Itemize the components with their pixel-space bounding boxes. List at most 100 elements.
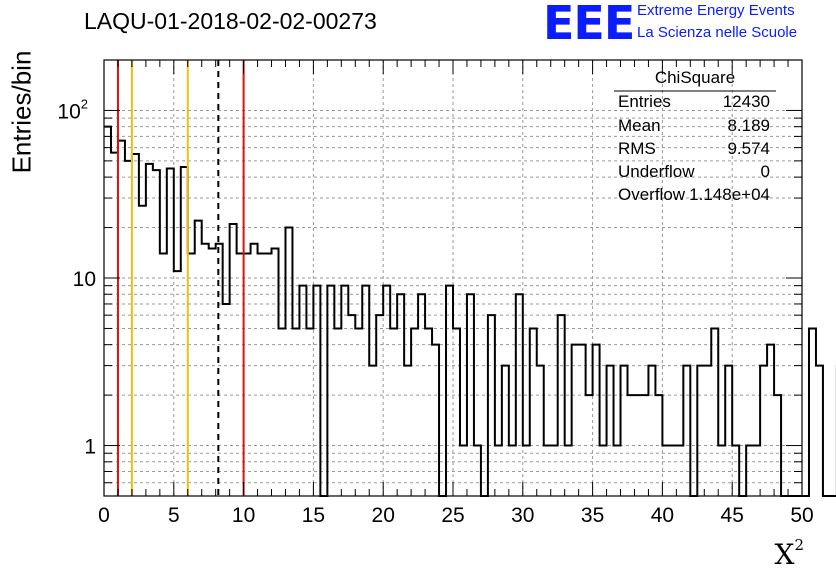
histogram-bin — [244, 254, 251, 496]
histogram-bin — [565, 446, 572, 496]
stats-value: 8.189 — [727, 116, 770, 135]
histogram-bin — [655, 395, 662, 496]
histogram-bin — [418, 294, 425, 496]
x-tick-label: 5 — [168, 504, 180, 527]
histogram-bin — [146, 164, 153, 496]
histogram-bin — [460, 446, 467, 496]
x-axis-label-superscript: 2 — [794, 536, 804, 554]
histogram-bin — [495, 446, 502, 496]
histogram-bin — [502, 366, 509, 496]
stats-title: ChiSquare — [654, 68, 736, 87]
histogram-bin — [718, 446, 725, 496]
histogram-bin — [523, 446, 530, 496]
x-tick-label: 30 — [511, 504, 534, 527]
histogram-bin — [265, 254, 272, 496]
x-tick-label: 35 — [581, 504, 604, 527]
histogram-bin — [537, 366, 544, 496]
x-tick-label: 20 — [372, 504, 395, 527]
x-tick-label: 50 — [790, 504, 813, 527]
histogram-bin — [118, 141, 125, 496]
stats-key: RMS — [618, 139, 656, 158]
histogram-bin — [809, 328, 816, 496]
histogram-bin — [621, 366, 628, 496]
histogram-bin — [509, 446, 516, 496]
histogram-bin — [160, 254, 167, 496]
histogram-bin — [662, 446, 669, 496]
y-axis-label: Entries/bin — [6, 50, 37, 174]
histogram-bin — [593, 345, 600, 496]
histogram-bin — [251, 244, 258, 496]
logo-line-2: La Scienza nelle Scuole — [637, 24, 798, 41]
x-tick-label: 25 — [441, 504, 464, 527]
run-title: LAQU-01-2018-02-02-00273 — [84, 8, 377, 34]
histogram-bin — [753, 446, 760, 496]
stats-value: 1.148e+04 — [689, 185, 770, 204]
x-axis-label-base: X — [774, 538, 795, 571]
histogram-bin — [600, 446, 607, 496]
histogram-bin — [474, 446, 481, 496]
histogram-bin — [530, 328, 537, 496]
histogram-bin — [279, 328, 286, 496]
stats-row-underflow: Underflow 0 — [618, 162, 770, 184]
histogram-bin — [697, 366, 704, 496]
histogram-bin — [516, 294, 523, 496]
histogram-bin — [628, 395, 635, 496]
histogram-bin — [223, 304, 230, 496]
stats-key: Underflow — [618, 162, 695, 181]
x-tick-label: 0 — [98, 504, 110, 527]
stats-key: Mean — [618, 116, 661, 135]
reference-lines — [116, 60, 245, 496]
histogram-bin — [111, 153, 118, 496]
x-axis-label: X2 — [775, 536, 804, 571]
x-tick-label: 40 — [651, 504, 674, 527]
stats-value: 9.574 — [727, 139, 770, 158]
histogram-bin — [258, 254, 265, 496]
axis-ticks — [103, 59, 803, 497]
y-tick-label: 10 — [73, 268, 96, 291]
histogram-bin — [334, 328, 341, 496]
histogram-bin — [306, 328, 313, 496]
stats-row-mean: Mean 8.189 — [618, 116, 770, 138]
y-tick-label-exponent: 2 — [81, 96, 88, 111]
stats-row-rms: RMS 9.574 — [618, 139, 770, 161]
histogram-bin — [425, 328, 432, 496]
histogram-bin — [195, 221, 202, 496]
histogram-bin — [704, 366, 711, 496]
histogram-bin — [104, 127, 111, 496]
histogram-bin — [348, 315, 355, 496]
histogram-bin — [746, 446, 753, 496]
histogram-bin — [579, 345, 586, 496]
histogram-bin — [376, 315, 383, 496]
histogram-bin — [767, 345, 774, 496]
stats-row-entries: Entries 12430 — [618, 92, 770, 114]
histogram-bin — [390, 328, 397, 496]
stats-value: 0 — [760, 162, 770, 181]
histogram-bin — [544, 446, 551, 496]
histogram-bin — [641, 395, 648, 496]
histogram-bin — [188, 254, 195, 496]
histogram-bin — [139, 206, 146, 496]
histogram-bin — [313, 286, 320, 496]
histogram-bin — [760, 366, 767, 496]
histogram-bin — [411, 328, 418, 496]
histogram-bin — [299, 286, 306, 496]
histogram-bin — [725, 366, 732, 496]
histogram-bin — [292, 328, 299, 496]
histogram-bin — [816, 366, 823, 496]
histogram-bin — [607, 366, 614, 496]
histogram-series — [104, 125, 836, 497]
histogram-bin — [355, 328, 362, 496]
histogram-bin — [362, 286, 369, 496]
histogram-bin — [488, 315, 495, 496]
histogram-bin — [174, 271, 181, 496]
histogram-bin — [586, 395, 593, 496]
stats-key: Overflow — [618, 185, 686, 204]
histogram-bin — [272, 248, 279, 496]
histogram-bin — [327, 286, 334, 496]
x-tick-label: 15 — [302, 504, 325, 527]
histogram-bin — [669, 446, 676, 496]
histogram-bin — [369, 366, 376, 496]
stats-row-overflow: Overflow 1.148e+04 — [618, 185, 770, 207]
